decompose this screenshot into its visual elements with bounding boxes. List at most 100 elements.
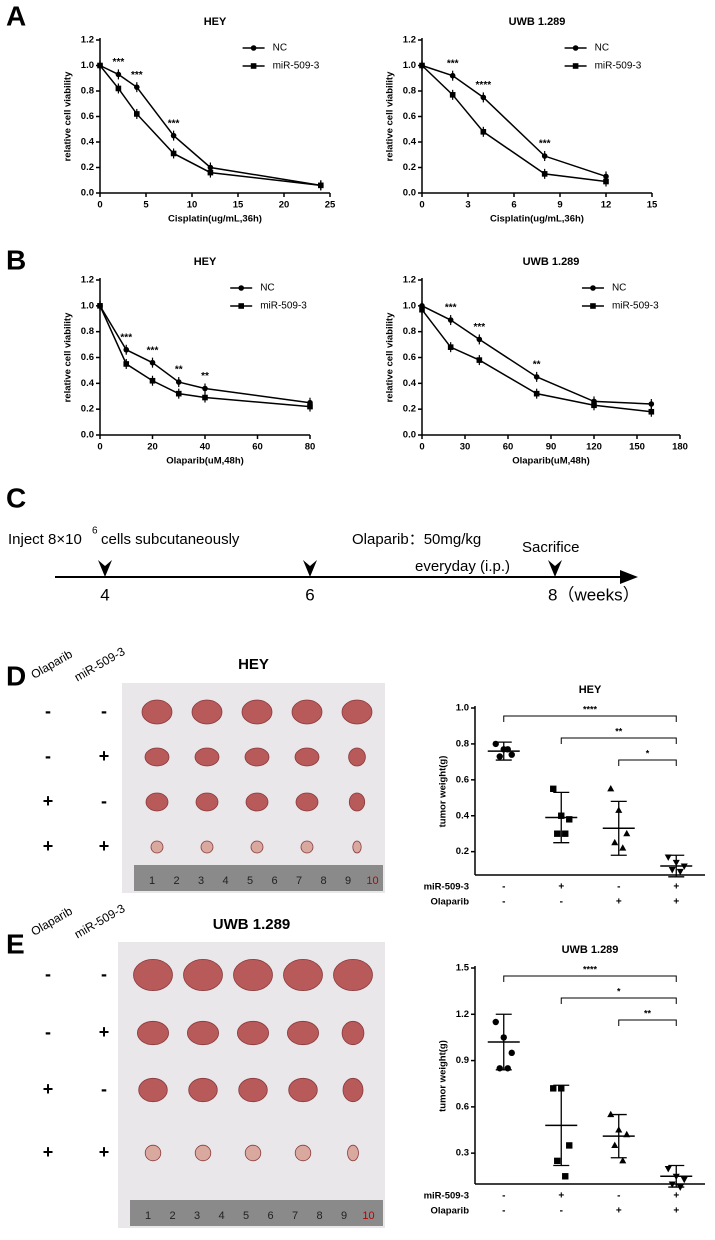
- marker: [476, 357, 483, 363]
- tumor: [342, 1077, 364, 1103]
- ruler: [134, 865, 383, 891]
- marker: [202, 385, 208, 392]
- marker: [175, 390, 182, 397]
- x-tick-label: 0: [97, 200, 102, 211]
- y-tick-label: 0.0: [81, 188, 94, 199]
- comparison-label: ****: [583, 964, 598, 974]
- row-sign: -: [45, 746, 51, 766]
- y-tick-label: 1.0: [403, 300, 416, 311]
- marker: [97, 303, 103, 309]
- tumor: [188, 1077, 218, 1103]
- panel-letter: E: [6, 928, 25, 959]
- marker: [238, 285, 244, 291]
- ruler: [130, 1200, 383, 1226]
- tumor: [283, 959, 323, 992]
- tumor: [300, 840, 314, 854]
- y-tick-label: 1.0: [456, 703, 469, 714]
- row-sign: +: [99, 1142, 110, 1162]
- comparison-label: ****: [583, 704, 598, 714]
- sd-bar: [553, 1084, 570, 1167]
- legend-label: miR-509-3: [612, 301, 659, 312]
- comparison-bracket: [618, 759, 677, 766]
- marker: [449, 92, 456, 98]
- marker: [664, 854, 672, 861]
- marker: [149, 359, 156, 366]
- y-tick-label: 0.4: [81, 137, 95, 148]
- tumor: [244, 1144, 262, 1162]
- marker: [533, 390, 540, 397]
- sd-bar: [495, 741, 512, 761]
- ruler-label: 3: [194, 1210, 200, 1222]
- marker: [492, 1018, 499, 1026]
- tumor: [341, 1020, 365, 1046]
- treatment-text: Olaparib：50mg/kg: [352, 531, 481, 548]
- sd-bar: [495, 1013, 512, 1071]
- chart-title: UWB 1.289: [562, 944, 619, 956]
- ruler-label: 3: [198, 875, 204, 887]
- row-sign: +: [99, 746, 110, 766]
- x-tick-label: 60: [503, 442, 514, 453]
- x-axis-label: Cisplatin(ug/mL,36h): [490, 214, 584, 225]
- tumor: [348, 792, 366, 812]
- marker: [504, 1065, 511, 1072]
- week-label: 6: [305, 585, 314, 604]
- chart-title: UWB 1.289: [509, 16, 566, 28]
- tumor: [138, 1077, 168, 1103]
- y-tick-label: 1.2: [403, 35, 416, 46]
- x-axis-label: Olaparib(uM,48h): [512, 456, 590, 467]
- row-sign: -: [45, 964, 51, 984]
- ruler-label: 10: [362, 1210, 374, 1222]
- y-tick-label: 0.6: [456, 774, 469, 785]
- series-line: [421, 309, 652, 413]
- comparison-label: *: [617, 986, 621, 996]
- sd-bar: [553, 791, 570, 844]
- tumor: [191, 699, 223, 725]
- inject-text: Inject 8×10: [8, 531, 82, 548]
- row-sign: -: [101, 701, 107, 721]
- legend-label: miR-509-3: [595, 61, 642, 72]
- y-tick-label: 0.6: [456, 1101, 469, 1112]
- y-tick-label: 0.3: [456, 1148, 469, 1159]
- marker: [541, 153, 548, 159]
- marker: [97, 62, 103, 69]
- legend-label: NC: [260, 283, 274, 294]
- y-tick-label: 0.0: [81, 430, 94, 441]
- week-label: 8（weeks）: [548, 585, 640, 604]
- x-tick-label: 180: [672, 442, 688, 453]
- row-value: +: [673, 1191, 679, 1202]
- y-tick-label: 0.2: [403, 404, 416, 415]
- ruler-label: 10: [366, 875, 378, 887]
- legend-label: NC: [595, 43, 609, 54]
- tumor: [145, 792, 169, 812]
- chart-title: HEY: [204, 16, 227, 28]
- y-axis-label: relative cell viability: [385, 71, 396, 161]
- y-tick-label: 0.8: [403, 326, 416, 337]
- tumor: [233, 959, 273, 992]
- row-sign: +: [43, 791, 54, 811]
- end-event: Sacrifice: [522, 539, 580, 556]
- photo-title: HEY: [238, 656, 269, 673]
- tumor: [244, 747, 270, 767]
- y-tick-label: 0.8: [456, 738, 469, 749]
- tumor: [238, 1077, 268, 1103]
- marker: [134, 84, 140, 90]
- column-header: miR-509-3: [72, 901, 128, 941]
- row-value: +: [558, 882, 564, 893]
- marker: [115, 85, 122, 92]
- x-tick-label: 9: [557, 200, 562, 211]
- panel-letter: D: [6, 660, 26, 691]
- row-value: -: [502, 1191, 505, 1202]
- row-sign: -: [101, 791, 107, 811]
- tumor: [250, 840, 264, 854]
- ruler-label: 5: [247, 875, 253, 887]
- marker: [619, 844, 627, 851]
- tumor: [286, 1020, 319, 1046]
- tumor: [333, 959, 373, 992]
- tumor: [294, 1144, 312, 1162]
- y-tick-label: 0.6: [403, 111, 416, 122]
- significance-label: ***: [447, 58, 459, 69]
- panel-letter: C: [6, 482, 26, 513]
- marker: [562, 1173, 569, 1180]
- week-label: 4: [100, 585, 109, 604]
- significance-label: **: [175, 365, 183, 376]
